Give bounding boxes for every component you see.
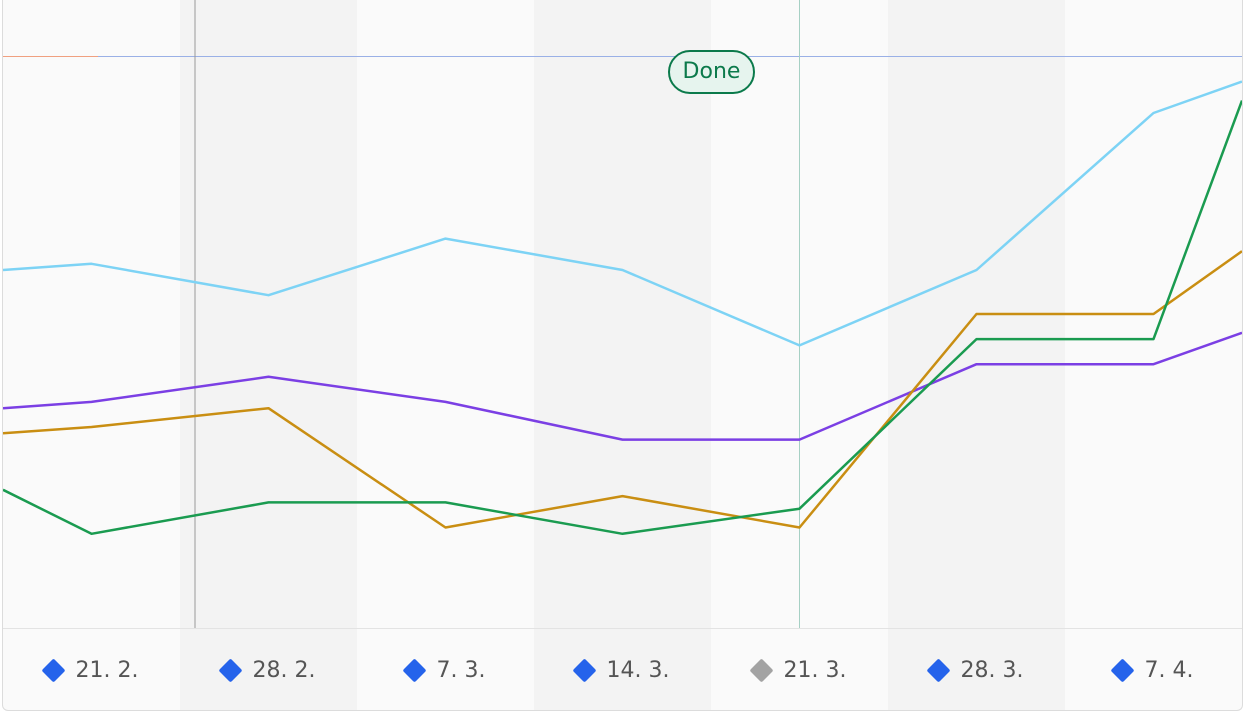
diamond-icon [217,657,243,683]
x-tick-label: 14. 3. [606,657,670,683]
x-tick-label: 28. 2. [252,657,316,683]
x-tick-label: 21. 3. [783,657,847,683]
series-line-0 [3,80,1242,347]
diamond-icon [925,657,951,683]
x-tick-2[interactable]: 7. 3. [357,629,534,710]
diamond-icon [571,657,597,683]
x-tick-1[interactable]: 28. 2. [180,629,357,710]
series-line-2 [3,250,1242,529]
x-tick-3[interactable]: 14. 3. [534,629,711,710]
x-tick-6[interactable]: 7. 4. [1065,629,1242,710]
x-tick-label: 21. 2. [75,657,139,683]
diamond-icon [40,657,66,683]
diamond-icon [748,657,774,683]
x-tick-label: 28. 3. [960,657,1024,683]
band-1 [180,0,357,628]
diamond-icon [1109,657,1135,683]
x-axis: 21. 2. 28. 2. 7. 3. 14. 3. 21. 3. 28. 3. 7. 4. [3,628,1242,710]
done-badge[interactable]: Done [668,50,755,94]
x-tick-label: 7. 3. [436,657,486,683]
x-tick-label: 7. 4. [1144,657,1194,683]
x-tick-0[interactable]: 21. 2. [3,629,180,710]
x-tick-4[interactable]: 21. 3. [711,629,888,710]
chart-plot-area [3,0,1242,628]
diamond-icon [401,657,427,683]
x-tick-5[interactable]: 28. 3. [888,629,1065,710]
